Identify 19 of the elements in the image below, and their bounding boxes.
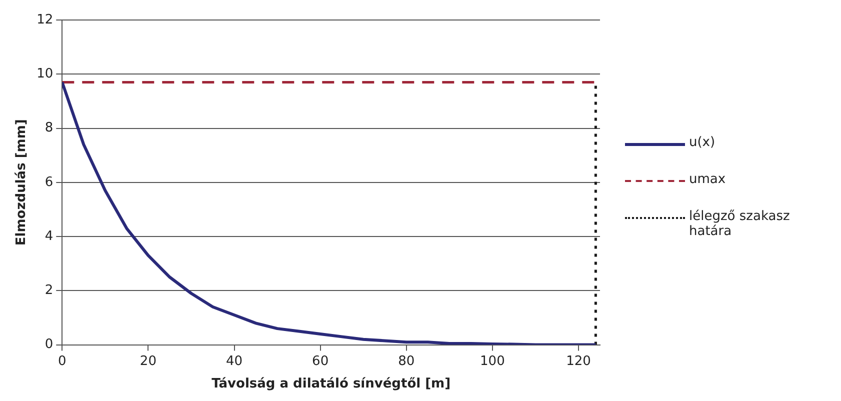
y-axis-title: Elmozdulás [mm]: [14, 119, 30, 246]
y-tick-label: 4: [44, 228, 54, 244]
legend-label: u(x): [689, 135, 716, 150]
x-tick-label: 120: [566, 354, 591, 369]
x-tick-label: 60: [312, 354, 329, 369]
legend-label: umax: [689, 172, 727, 187]
x-tick-label: 40: [226, 354, 243, 369]
x-tick-label: 100: [480, 354, 505, 369]
y-tick-label: 0: [44, 337, 54, 352]
y-tick-label: 12: [36, 12, 54, 28]
x-tick-label: 20: [140, 354, 156, 369]
x-axis-title: Távolság a dilatáló sínvégtől [m]: [212, 376, 451, 392]
y-tick-label: 6: [44, 174, 54, 190]
y-tick-label: 8: [44, 120, 54, 136]
legend-label: lélegző szakasz határa: [689, 209, 791, 239]
y-tick-label: 2: [44, 283, 54, 298]
x-tick-label: 80: [398, 354, 415, 369]
x-tick-label: 0: [58, 354, 66, 369]
y-tick-label: 10: [36, 66, 54, 82]
